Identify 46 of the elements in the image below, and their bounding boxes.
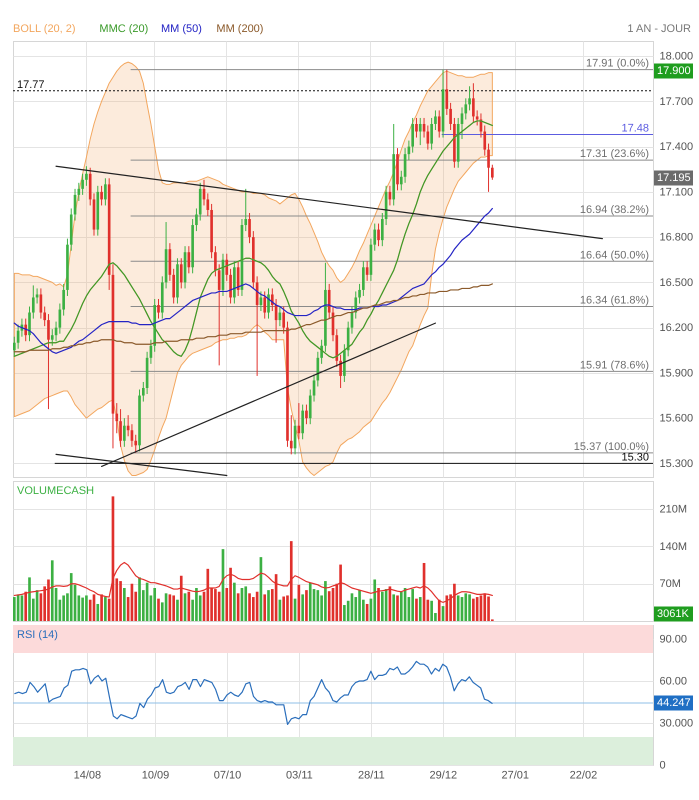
ref-line-label: 17.91 (0.0%) — [586, 58, 649, 70]
ref-line-label: 16.64 (50.0%) — [580, 249, 649, 262]
ref-line-label: 15.91 (78.6%) — [580, 359, 649, 372]
x-tick-label: 03/11 — [286, 770, 313, 782]
y-tick-label: 140M — [660, 540, 688, 553]
y-tick-label: 17.400 — [660, 141, 694, 154]
x-tick-label: 10/09 — [142, 770, 170, 782]
text: MMC (20) — [99, 23, 148, 35]
text: 17.900 — [657, 65, 691, 77]
x-tick-label: 27/01 — [502, 770, 530, 782]
y-tick-label: 18.000 — [660, 50, 694, 63]
ref-line-label: 17.77 — [17, 78, 45, 91]
text: 3061K — [657, 608, 690, 620]
y-tick-label: 60.00 — [660, 676, 688, 688]
chart-title: RSI (14) — [17, 629, 58, 641]
ref-line-label: 44.247 — [657, 697, 691, 710]
text: MM (200) — [216, 23, 264, 35]
x-tick-label: 28/11 — [358, 770, 385, 782]
y-tick-label: 0 — [660, 760, 666, 772]
chart-subtitle: 1 AN - JOUR — [627, 23, 692, 35]
ref-line-label: 17.31 (23.6%) — [580, 148, 649, 160]
y-tick-label: 16.500 — [660, 276, 694, 289]
x-tick-label: 29/12 — [430, 770, 458, 782]
y-tick-label: 90.00 — [660, 634, 688, 646]
ref-line-label: 17.48 — [621, 122, 649, 135]
y-tick-label: 15.300 — [660, 458, 694, 470]
ref-line-label: 16.34 (61.8%) — [580, 294, 649, 307]
x-tick-label: 22/02 — [570, 770, 598, 782]
y-tick-label: 30.000 — [660, 718, 694, 730]
chart-title: VOLUMECASH — [17, 485, 94, 497]
ref-line-label: 15.37 (100.0%) — [574, 440, 649, 453]
y-tick-label: 15.900 — [660, 367, 694, 380]
text: BOLL (20, 2) — [13, 23, 76, 35]
text: MM (50) — [161, 23, 202, 35]
y-tick-label: 70M — [660, 578, 681, 590]
y-tick-label: 16.200 — [660, 322, 694, 334]
x-tick-label: 14/08 — [74, 770, 102, 782]
y-tick-label: 17.700 — [660, 96, 694, 108]
y-tick-label: 17.100 — [660, 186, 694, 198]
y-tick-label: 15.600 — [660, 412, 694, 425]
ref-line-label: 16.94 (38.2%) — [580, 204, 649, 216]
text: 17.195 — [657, 172, 691, 184]
ref-line-label: 15.30 — [621, 451, 649, 464]
y-tick-label: 16.800 — [660, 232, 694, 244]
x-tick-label: 07/10 — [214, 770, 242, 782]
y-tick-label: 210M — [660, 504, 688, 516]
